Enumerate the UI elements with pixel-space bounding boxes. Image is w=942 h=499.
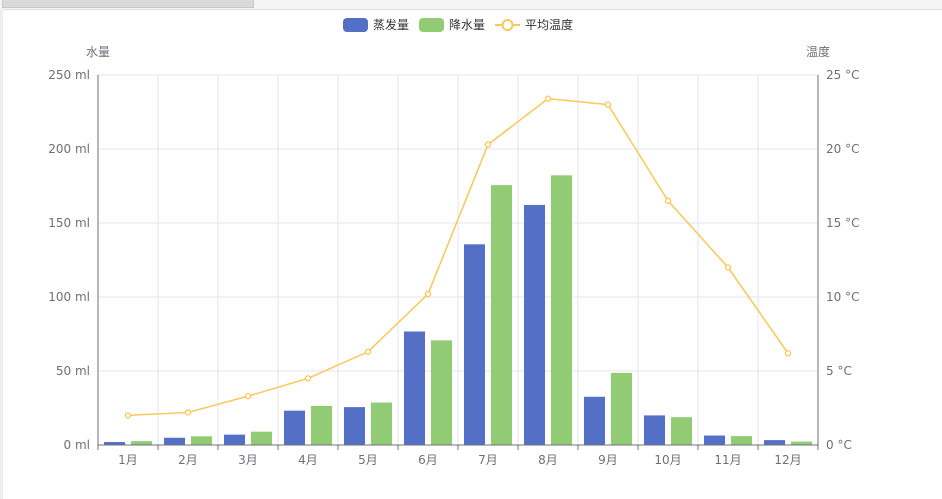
bar-蒸发量-11月[interactable] xyxy=(704,435,725,445)
y-left-axis-title: 水量 xyxy=(86,45,110,59)
y-left-tick-label: 100 ml xyxy=(48,290,90,304)
y-right-tick-label: 5 °C xyxy=(826,364,852,378)
x-tick-label: 10月 xyxy=(654,453,681,467)
bar-蒸发量-9月[interactable] xyxy=(584,396,605,445)
window-left-edge xyxy=(0,9,3,499)
bar-蒸发量-4月[interactable] xyxy=(284,410,305,445)
y-left-tick-label: 200 ml xyxy=(48,142,90,156)
y-left-tick-label: 0 ml xyxy=(64,438,90,452)
y-right-axis-title: 温度 xyxy=(806,44,830,59)
legend-swatch xyxy=(343,18,368,32)
point-平均温度-9月[interactable] xyxy=(604,101,612,108)
bar-降水量-1月[interactable] xyxy=(131,441,152,445)
legend-label: 蒸发量 xyxy=(373,17,409,32)
x-tick-label: 5月 xyxy=(358,453,378,467)
temperature-line xyxy=(124,95,792,419)
x-tick-label: 4月 xyxy=(298,453,318,467)
y-right-tick-label: 25 °C xyxy=(826,68,859,82)
legend-item-平均温度[interactable]: 平均温度 xyxy=(495,17,573,32)
y-right-tick-label: 15 °C xyxy=(826,216,859,230)
axes: 0 ml 0 °C 50 ml 5 °C 100 ml 10 °C 150 ml 15 °C 2… xyxy=(48,68,859,467)
bar-降水量-2月[interactable] xyxy=(191,436,212,445)
point-平均温度-4月[interactable] xyxy=(304,375,312,382)
x-tick-label: 7月 xyxy=(478,453,498,467)
x-tick-label: 8月 xyxy=(538,453,558,467)
bar-降水量-11月[interactable] xyxy=(731,436,752,445)
point-平均温度-12月[interactable] xyxy=(784,350,792,357)
bar-蒸发量-1月[interactable] xyxy=(104,442,125,445)
bar-蒸发量-6月[interactable] xyxy=(404,331,425,445)
browser-top-strip xyxy=(0,0,942,10)
bar-降水量-7月[interactable] xyxy=(491,185,512,445)
bar-蒸发量-2月[interactable] xyxy=(164,437,185,445)
bar-降水量-12月[interactable] xyxy=(791,441,812,445)
point-平均温度-11月[interactable] xyxy=(724,264,732,271)
bar-降水量-10月[interactable] xyxy=(671,417,692,445)
point-平均温度-3月[interactable] xyxy=(244,393,252,400)
point-平均温度-1月[interactable] xyxy=(124,412,132,419)
bar-降水量-3月[interactable] xyxy=(251,431,272,445)
legend-item-蒸发量[interactable]: 蒸发量 xyxy=(343,17,409,32)
bar-蒸发量-12月[interactable] xyxy=(764,440,785,445)
x-tick-label: 11月 xyxy=(714,453,741,467)
legend: 蒸发量 降水量 平均温度 xyxy=(343,17,573,32)
bar-蒸发量-5月[interactable] xyxy=(344,407,365,445)
y-right-tick-label: 20 °C xyxy=(826,142,859,156)
bar-降水量-5月[interactable] xyxy=(371,402,392,445)
bars xyxy=(104,175,812,445)
point-平均温度-10月[interactable] xyxy=(664,197,672,204)
x-tick-label: 6月 xyxy=(418,453,438,467)
legend-label: 平均温度 xyxy=(525,17,573,32)
point-平均温度-7月[interactable] xyxy=(484,141,492,148)
legend-label: 降水量 xyxy=(449,18,485,32)
point-平均温度-5月[interactable] xyxy=(364,348,372,355)
legend-item-降水量[interactable]: 降水量 xyxy=(419,18,485,32)
legend-swatch xyxy=(419,18,445,32)
point-平均温度-8月[interactable] xyxy=(544,95,552,102)
point-平均温度-6月[interactable] xyxy=(424,290,432,298)
legend-swatch-marker xyxy=(501,19,514,31)
bar-降水量-6月[interactable] xyxy=(431,340,452,445)
y-left-tick-label: 50 ml xyxy=(56,364,90,378)
x-tick-label: 12月 xyxy=(774,453,801,467)
y-right-tick-label: 10 °C xyxy=(826,290,859,304)
gridlines xyxy=(98,74,818,445)
x-tick-label: 2月 xyxy=(178,453,198,467)
y-left-tick-label: 250 ml xyxy=(48,68,90,82)
browser-tab[interactable] xyxy=(2,0,254,8)
y-left-tick-label: 150 ml xyxy=(48,216,90,230)
bar-降水量-8月[interactable] xyxy=(551,175,572,445)
bar-降水量-9月[interactable] xyxy=(611,372,632,445)
bar-蒸发量-8月[interactable] xyxy=(524,204,545,445)
bar-蒸发量-3月[interactable] xyxy=(224,434,245,445)
bar-蒸发量-7月[interactable] xyxy=(464,244,485,445)
line-平均温度 xyxy=(127,97,789,417)
bar-降水量-4月[interactable] xyxy=(311,405,332,445)
x-tick-label: 3月 xyxy=(238,453,258,467)
y-right-tick-label: 0 °C xyxy=(826,438,852,452)
x-tick-label: 1月 xyxy=(118,453,138,467)
bar-蒸发量-10月[interactable] xyxy=(644,415,665,445)
x-tick-label: 9月 xyxy=(598,453,618,467)
point-平均温度-2月[interactable] xyxy=(184,409,192,416)
